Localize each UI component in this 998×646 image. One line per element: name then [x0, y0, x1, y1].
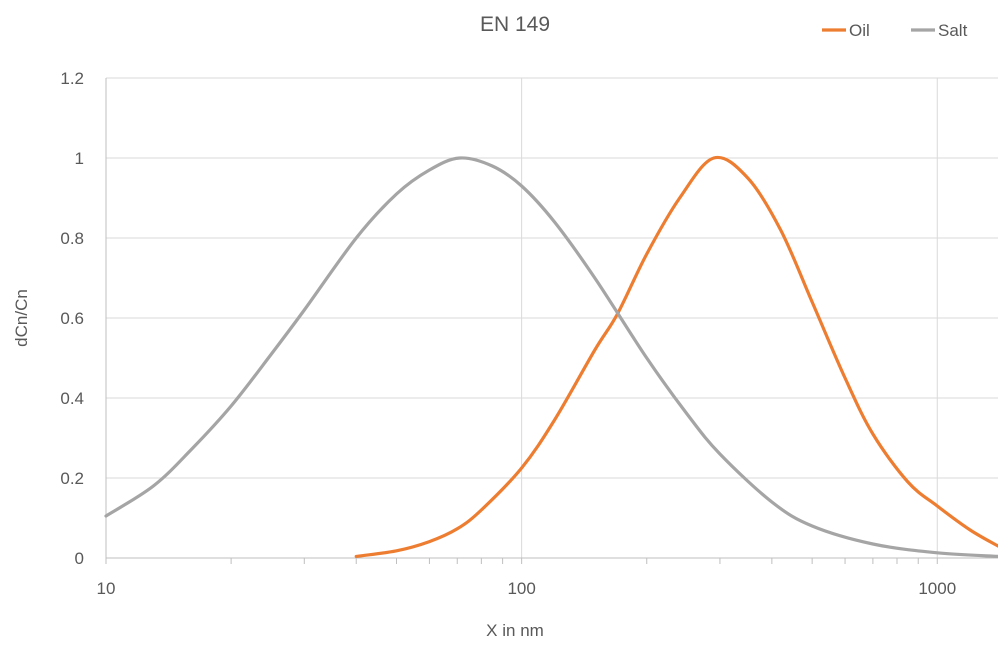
legend-label-oil: Oil: [849, 21, 870, 40]
tick-labels: 0 0.2 0.4 0.6 0.8 1 1.2 10 100 1000: [60, 69, 956, 598]
x-tick-label: 10: [97, 579, 116, 598]
chart-title: EN 149: [480, 13, 550, 36]
y-tick-label: 0: [75, 549, 84, 568]
y-tick-label: 0.6: [60, 309, 84, 328]
x-axis-title: X in nm: [486, 621, 544, 640]
series-line-salt: [104, 156, 998, 558]
series-lines: [104, 155, 998, 558]
x-tick-label: 1000: [918, 579, 956, 598]
grid-lines: [106, 77, 998, 558]
y-tick-label: 0.4: [60, 389, 84, 408]
series-line-oil: [354, 155, 998, 558]
axes: [105, 78, 998, 564]
y-tick-label: 1.2: [60, 69, 84, 88]
y-tick-label: 0.2: [60, 469, 84, 488]
y-tick-label: 0.8: [60, 229, 84, 248]
y-tick-label: 1: [75, 149, 84, 168]
legend-label-salt: Salt: [938, 21, 968, 40]
legend: Oil Salt: [822, 21, 968, 40]
x-tick-label: 100: [507, 579, 535, 598]
y-axis-title: dCn/Cn: [12, 289, 31, 347]
